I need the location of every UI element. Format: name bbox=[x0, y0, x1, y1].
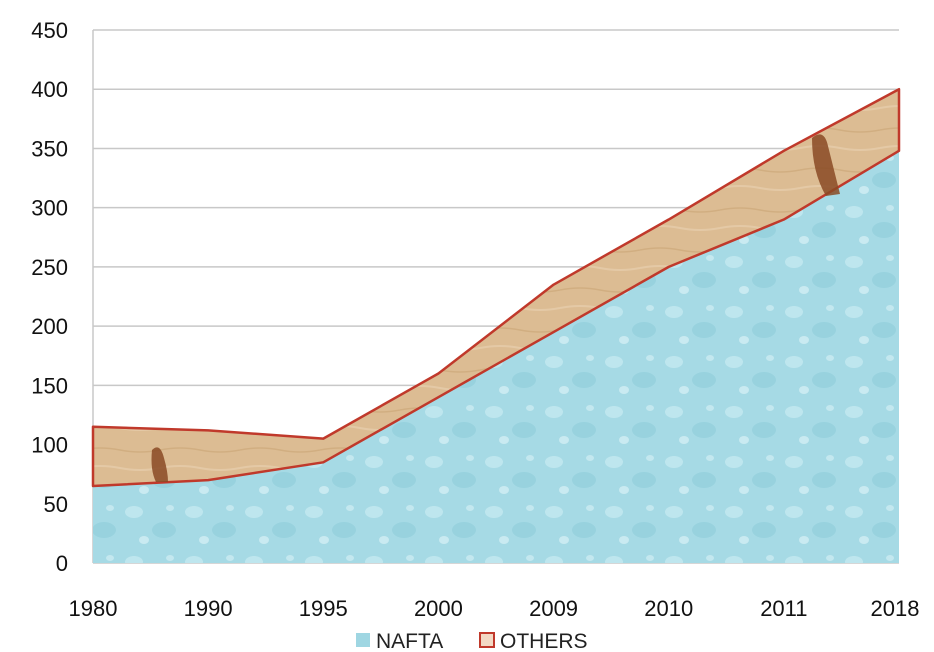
nafta-legend-swatch bbox=[356, 633, 370, 647]
y-tick-label: 100 bbox=[31, 433, 68, 458]
texture-accents bbox=[151, 134, 840, 482]
y-tick-label: 400 bbox=[31, 77, 68, 102]
y-tick-label: 150 bbox=[31, 373, 68, 398]
wood-knot bbox=[151, 447, 168, 482]
x-tick-label: 1980 bbox=[69, 596, 118, 621]
y-tick-label: 50 bbox=[44, 492, 68, 517]
x-tick-label: 2009 bbox=[529, 596, 578, 621]
x-tick-label: 2011 bbox=[760, 596, 807, 621]
y-tick-label: 0 bbox=[56, 551, 68, 576]
x-tick-label: 1990 bbox=[184, 596, 233, 621]
x-tick-label: 2010 bbox=[644, 596, 693, 621]
nafta-area bbox=[93, 150, 899, 563]
x-tick-label: 1995 bbox=[299, 596, 348, 621]
nafta-legend-label: NAFTA bbox=[376, 630, 443, 652]
others-legend-label: OTHERS bbox=[500, 630, 588, 652]
y-tick-label: 350 bbox=[31, 136, 68, 161]
x-tick-label: 2000 bbox=[414, 596, 463, 621]
area-series bbox=[91, 87, 901, 563]
wood-knot bbox=[812, 134, 840, 196]
x-tick-label: 2018 bbox=[871, 596, 920, 621]
legend: NAFTA OTHERS bbox=[356, 630, 588, 652]
x-axis: 1980 1990 1995 2000 2009 2010 2011 2018 bbox=[69, 596, 920, 621]
y-tick-label: 250 bbox=[31, 255, 68, 280]
others-area bbox=[91, 87, 901, 488]
y-tick-label: 200 bbox=[31, 314, 68, 339]
others-legend-swatch bbox=[479, 632, 495, 648]
y-tick-label: 450 bbox=[31, 18, 68, 43]
y-tick-label: 300 bbox=[31, 196, 68, 221]
y-axis: 0 50 100 150 200 250 300 350 400 450 bbox=[31, 18, 68, 576]
